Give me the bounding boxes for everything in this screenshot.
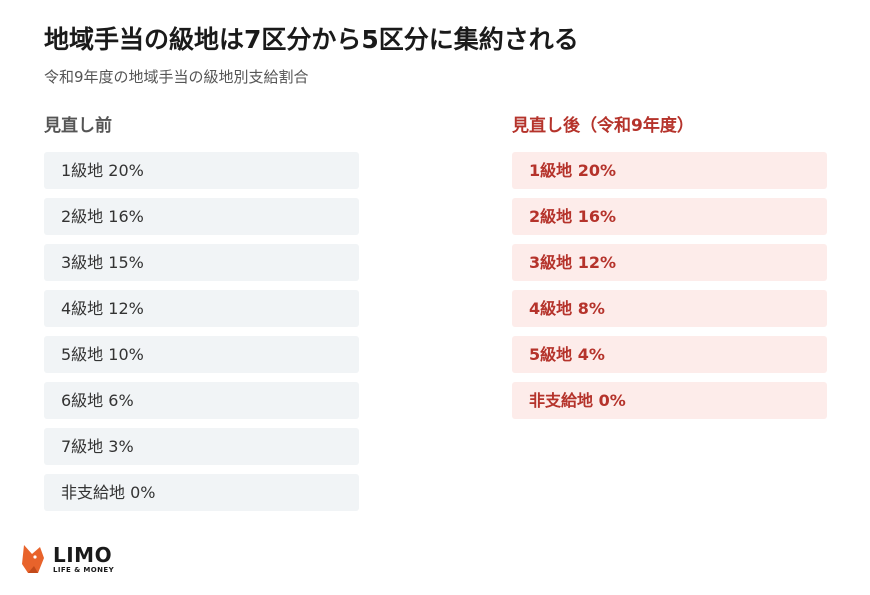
before-item: 3級地 15% (44, 244, 359, 281)
before-item: 6級地 6% (44, 382, 359, 419)
page-subtitle: 令和9年度の地域手当の級地別支給割合 (44, 68, 309, 86)
after-heading: 見直し後（令和9年度） (512, 116, 694, 136)
logo-name: LIMO (53, 542, 113, 567)
before-item: 非支給地 0% (44, 474, 359, 511)
before-heading: 見直し前 (44, 116, 112, 136)
after-item: 5級地 4% (512, 336, 827, 373)
page-title: 地域手当の級地は7区分から5区分に集約される (44, 25, 579, 54)
after-item: 1級地 20% (512, 152, 827, 189)
before-item: 2級地 16% (44, 198, 359, 235)
before-column: 見直し前 1級地 20% 2級地 16% 3級地 15% 4級地 12% 5級地… (44, 114, 359, 511)
before-list: 1級地 20% 2級地 16% 3級地 15% 4級地 12% 5級地 10% … (44, 152, 359, 511)
before-item: 5級地 10% (44, 336, 359, 373)
after-item: 非支給地 0% (512, 382, 827, 419)
after-item: 2級地 16% (512, 198, 827, 235)
before-item: 1級地 20% (44, 152, 359, 189)
after-item: 3級地 12% (512, 244, 827, 281)
before-item: 4級地 12% (44, 290, 359, 327)
logo-tagline: LIFE & MONEY (53, 565, 115, 574)
limo-logo: LIMO LIFE & MONEY (20, 542, 114, 576)
fox-logo-icon (22, 545, 44, 573)
before-item: 7級地 3% (44, 428, 359, 465)
after-column: 見直し後（令和9年度） 1級地 20% 2級地 16% 3級地 12% 4級地 … (512, 114, 827, 419)
after-item: 4級地 8% (512, 290, 827, 327)
after-list: 1級地 20% 2級地 16% 3級地 12% 4級地 8% 5級地 4% 非支… (512, 152, 827, 419)
